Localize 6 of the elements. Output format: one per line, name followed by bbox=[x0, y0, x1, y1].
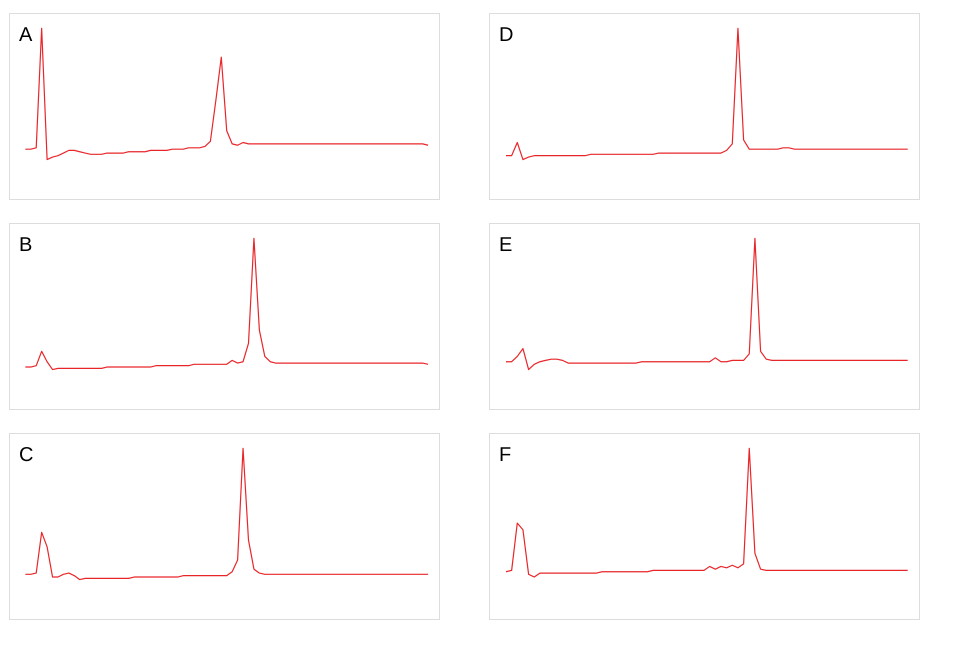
chart-title: E bbox=[499, 234, 512, 256]
chart-title: A bbox=[19, 24, 33, 46]
chart-title: C bbox=[19, 444, 34, 466]
chart-title: B bbox=[19, 234, 32, 256]
chart-title: F bbox=[499, 444, 512, 466]
chart-title: D bbox=[499, 24, 514, 46]
